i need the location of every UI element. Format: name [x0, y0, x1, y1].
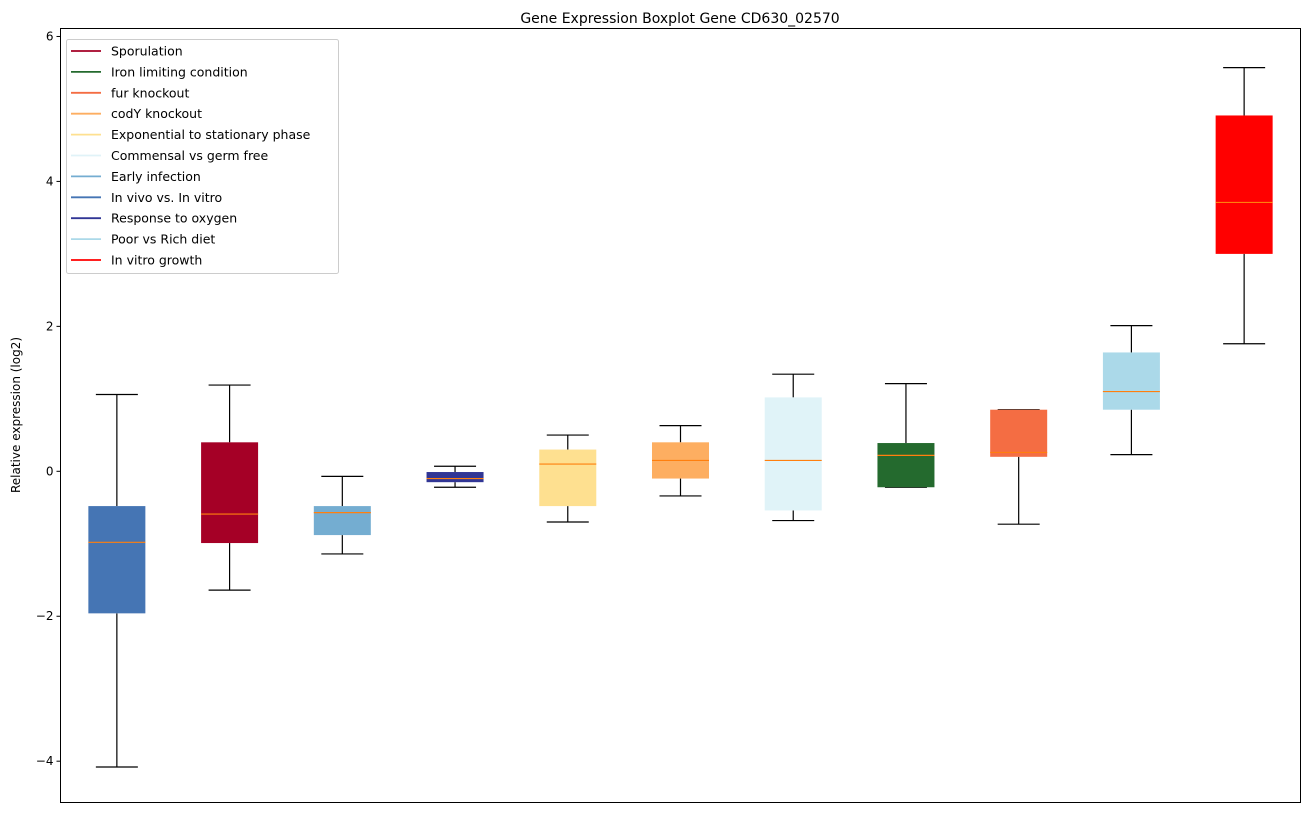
- legend-label: Exponential to stationary phase: [111, 127, 311, 142]
- box-body: [426, 472, 484, 483]
- box-iron-limiting-condition: [877, 383, 935, 488]
- box-in-vitro-growth: [1215, 67, 1273, 345]
- y-axis-label: Relative expression (log2): [9, 337, 23, 493]
- y-tick-label: −4: [36, 754, 54, 768]
- box-fur-knockout: [990, 409, 1048, 525]
- legend-label: In vivo vs. In vitro: [111, 190, 222, 205]
- boxes-group: [88, 67, 1273, 768]
- box-body: [1215, 115, 1273, 254]
- legend-label: Response to oxygen: [111, 211, 237, 226]
- box-body: [201, 442, 259, 544]
- legend-label: Sporulation: [111, 44, 183, 59]
- plot-frame: [60, 28, 1301, 803]
- y-tick-label: 4: [46, 174, 54, 188]
- legend-label: Early infection: [111, 169, 201, 184]
- y-tick-label: 2: [46, 319, 54, 333]
- legend-label: Iron limiting condition: [111, 64, 248, 79]
- box-body: [313, 506, 371, 536]
- box-exponential-to-stationary-phase: [539, 434, 597, 523]
- y-tick-label: 0: [46, 464, 54, 478]
- legend-label: Poor vs Rich diet: [111, 232, 215, 247]
- box-poor-vs-rich-diet: [1102, 325, 1160, 456]
- box-cody-knockout: [652, 425, 709, 497]
- box-body: [539, 449, 597, 507]
- box-commensal-vs-germ-free: [764, 373, 822, 522]
- y-tick-label: −2: [36, 609, 54, 623]
- box-body: [877, 443, 935, 488]
- box-body: [88, 506, 146, 614]
- chart-title: Gene Expression Boxplot Gene CD630_02570: [520, 11, 839, 27]
- box-body: [990, 409, 1048, 457]
- legend-frame: [66, 39, 339, 274]
- box-early-infection: [313, 475, 371, 555]
- legend: Sporulation Iron limiting condition fur kn…: [66, 39, 339, 274]
- box-response-to-oxygen: [426, 465, 484, 488]
- box-in-vivo-vs-in-vitro: [88, 393, 146, 768]
- legend-label: fur knockout: [111, 85, 189, 100]
- box-sporulation: [201, 384, 259, 591]
- legend-label: codY knockout: [111, 106, 202, 121]
- box-body: [764, 397, 822, 511]
- box-body: [1102, 352, 1160, 410]
- legend-label: Commensal vs germ free: [111, 148, 268, 163]
- legend-label: In vitro growth: [111, 253, 202, 268]
- y-axis-ticks: −4 −2 0 2 4 6: [36, 29, 61, 768]
- y-tick-label: 6: [46, 29, 54, 43]
